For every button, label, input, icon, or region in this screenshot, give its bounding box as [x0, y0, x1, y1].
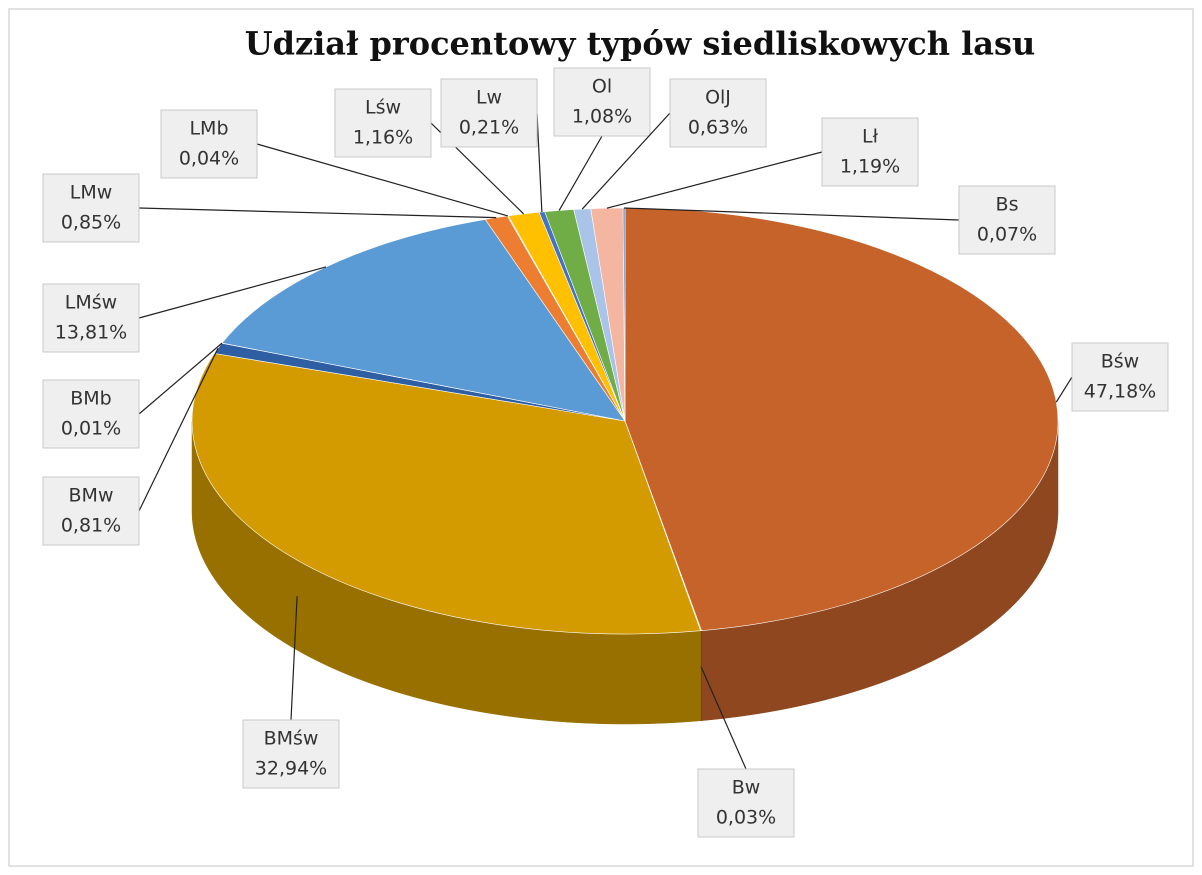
value-label: 0,81%	[61, 515, 121, 537]
leader-line	[138, 347, 219, 512]
value-label: 0,85%	[61, 212, 121, 234]
label-box	[440, 78, 538, 148]
label-box	[160, 109, 258, 179]
label-box	[821, 117, 919, 187]
category-label: LMw	[70, 182, 113, 204]
value-label: 0,07%	[977, 224, 1037, 246]
label-box	[669, 78, 767, 148]
chart-title: Udział procentowy typów siedliskowych la…	[245, 25, 1036, 63]
category-label: Ol	[592, 76, 612, 98]
leader-line	[558, 135, 603, 211]
label-box	[958, 185, 1056, 255]
pie-tops	[191, 207, 1059, 635]
label-box	[42, 283, 140, 353]
slice	[624, 207, 1059, 631]
value-label: 0,21%	[459, 117, 519, 139]
value-label: 1,19%	[840, 156, 900, 178]
value-label: 1,16%	[353, 127, 413, 149]
slice	[191, 353, 702, 635]
value-label: 1,08%	[572, 106, 632, 128]
leader-line	[290, 596, 298, 721]
leader-line	[700, 666, 747, 770]
value-label: 0,63%	[688, 117, 748, 139]
category-label: Bśw	[1101, 351, 1139, 373]
data-labels: Bśw 47,18% Bw 0,03% BMśw 32,94% BMw 0,81% BMb 0,0…	[42, 67, 1169, 838]
category-label: Lśw	[365, 97, 401, 119]
value-label: 47,18%	[1084, 381, 1156, 403]
leader-line	[581, 112, 671, 210]
leader-line	[138, 207, 497, 219]
value-label: 0,01%	[61, 418, 121, 440]
category-label: Bw	[732, 777, 761, 799]
leader-line	[624, 207, 960, 221]
category-label: LMb	[189, 118, 228, 140]
value-label: 32,94%	[255, 758, 327, 780]
category-label: Lł	[862, 126, 879, 148]
label-box	[242, 719, 340, 789]
label-box	[334, 88, 432, 158]
leader-line	[256, 143, 509, 217]
leader-line	[138, 342, 223, 415]
label-box	[553, 67, 651, 137]
label-box	[42, 379, 140, 449]
value-label: 13,81%	[55, 322, 127, 344]
leader-line	[138, 266, 327, 319]
label-box	[697, 768, 795, 838]
leader-line	[1055, 376, 1073, 403]
value-label: 0,04%	[179, 148, 239, 170]
leader-line	[606, 151, 823, 209]
label-box	[42, 173, 140, 243]
category-label: OlJ	[705, 87, 731, 109]
category-label: BMw	[69, 485, 114, 507]
value-label: 0,03%	[716, 807, 776, 829]
category-label: BMb	[70, 388, 112, 410]
category-label: LMśw	[65, 292, 117, 314]
label-box	[1071, 342, 1169, 412]
category-label: Bs	[996, 194, 1019, 216]
leader-line	[536, 112, 543, 212]
label-box	[42, 476, 140, 546]
category-label: BMśw	[264, 728, 319, 750]
category-label: Lw	[476, 87, 502, 109]
